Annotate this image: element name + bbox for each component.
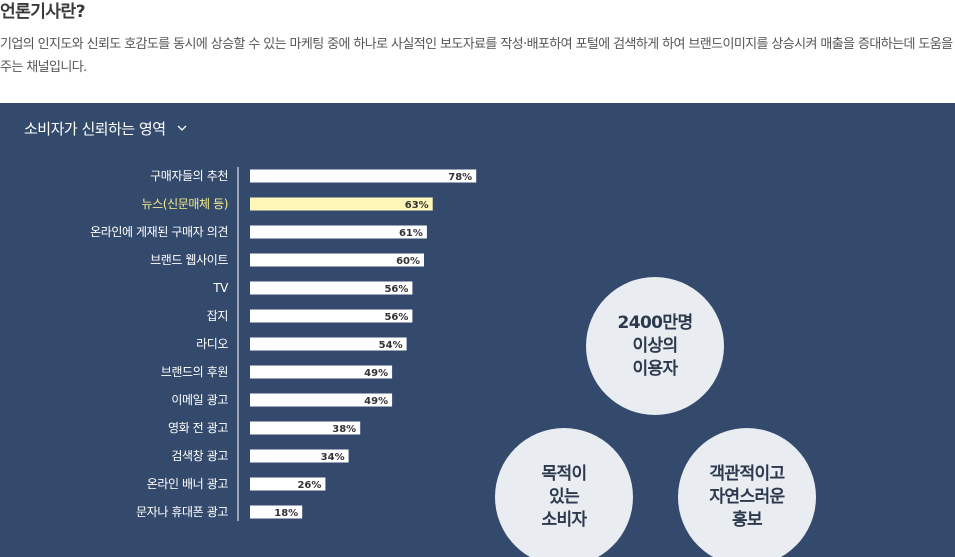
bar — [250, 505, 303, 519]
panel-heading-text: 소비자가 신뢰하는 영역 — [24, 119, 166, 138]
bar-value-label: 54% — [379, 340, 403, 351]
intro-text: 기업의 인지도와 신뢰도 호감도를 동시에 상승할 수 있는 마케팅 중에 하나… — [0, 37, 953, 75]
bar-category-label: TV — [212, 281, 229, 295]
bar — [250, 421, 361, 435]
bar-value-label: 34% — [321, 452, 345, 463]
bar-category-label: 브랜드 웹사이트 — [150, 253, 228, 267]
bubble-purpose: 목적이 있는 소비자 — [495, 428, 633, 557]
bar-value-label: 56% — [384, 312, 408, 323]
page-title: 언론기사란? — [0, 2, 86, 22]
bubble-users-text: 2400만명 이상의 이용자 — [617, 312, 694, 379]
bar — [250, 169, 477, 183]
bar — [250, 365, 393, 379]
bubble-promotion-text: 객관적이고 자연스러운 홍보 — [709, 463, 785, 530]
bar — [250, 337, 407, 351]
bar-category-label: 검색창 광고 — [171, 449, 228, 463]
bar-value-label: 49% — [364, 368, 388, 379]
chevron-down-icon — [177, 125, 187, 131]
bar — [250, 281, 413, 295]
bar — [250, 253, 424, 267]
bar-value-label: 60% — [396, 256, 420, 267]
bar — [250, 309, 413, 323]
bar-value-label: 56% — [384, 284, 408, 295]
bar — [250, 197, 433, 211]
bar-category-label: 잡지 — [207, 309, 228, 323]
bar-category-label: 뉴스(신문매체 등) — [142, 197, 228, 211]
bubble-promotion: 객관적이고 자연스러운 홍보 — [678, 428, 816, 557]
bar-category-label: 온라인에 게재된 구매자 의견 — [90, 225, 228, 239]
bar-value-label: 63% — [405, 200, 429, 211]
bar — [250, 477, 326, 491]
bar-category-label: 라디오 — [196, 337, 228, 351]
bar-category-label: 문자나 휴대폰 광고 — [136, 505, 228, 519]
bar-value-label: 18% — [274, 508, 298, 519]
bar-category-label: 온라인 배너 광고 — [147, 477, 229, 491]
bar — [250, 449, 349, 463]
bar-value-label: 61% — [399, 228, 423, 239]
bar-category-label: 구매자들의 추천 — [150, 168, 228, 183]
bubble-users: 2400만명 이상의 이용자 — [586, 277, 724, 415]
trust-bar-chart: 구매자들의 추천 78% 뉴스(신문매체 등) 63% 온라인에 게재된 구매자 의견 6… — [90, 167, 477, 521]
bar-value-label: 78% — [448, 172, 472, 183]
bar — [250, 393, 393, 407]
bar-category-label: 이메일 광고 — [171, 393, 228, 407]
panel-heading-dropdown[interactable]: 소비자가 신뢰하는 영역 — [24, 117, 188, 139]
bar-category-label: 영화 전 광고 — [168, 421, 228, 435]
bar-category-label: 브랜드의 후원 — [161, 365, 228, 379]
trust-panel: 소비자가 신뢰하는 영역 구매자들의 추천 78% 뉴스(신문매체 등) 63% 온라인… — [0, 103, 955, 557]
bubble-purpose-text: 목적이 있는 소비자 — [541, 463, 587, 530]
bar-value-label: 26% — [297, 480, 321, 491]
bar-value-label: 38% — [332, 424, 356, 435]
bar-value-label: 49% — [364, 396, 388, 407]
bar — [250, 225, 427, 239]
